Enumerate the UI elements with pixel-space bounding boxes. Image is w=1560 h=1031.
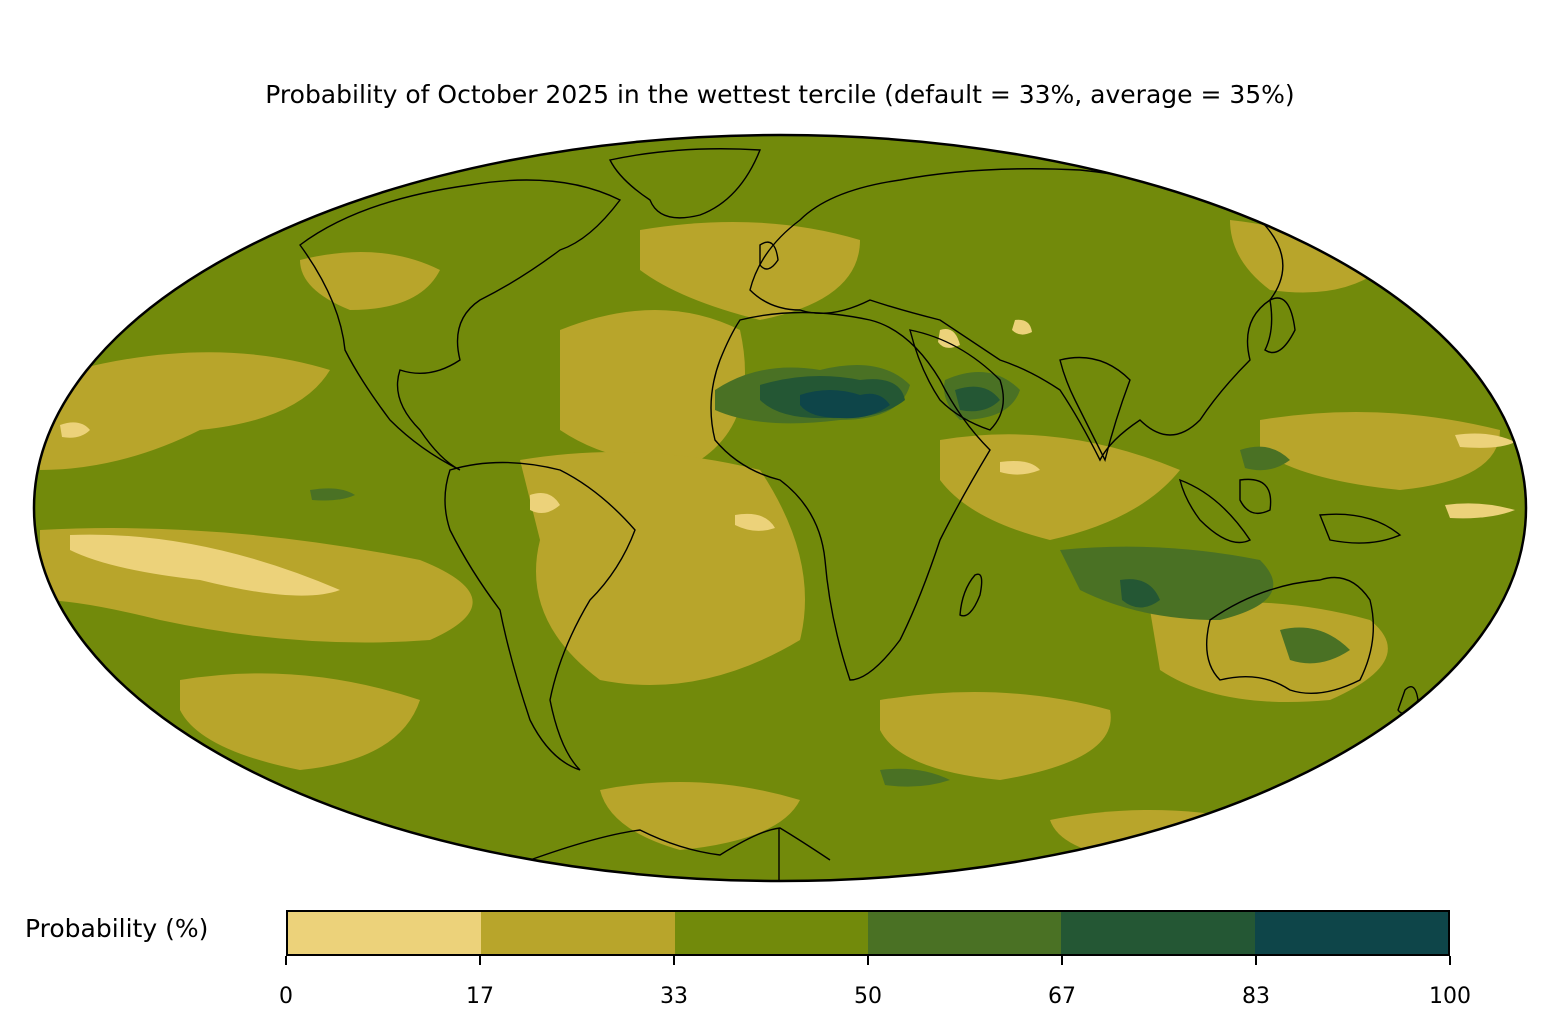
colorbar-tick-label: 100 [1429, 984, 1471, 1009]
colorbar-tick-label: 0 [279, 984, 293, 1009]
colorbar-bin-5 [1254, 912, 1448, 954]
colorbar-tick-label: 17 [466, 984, 494, 1009]
colorbar-bin-0 [288, 912, 482, 954]
chart-title: Probability of October 2025 in the wette… [265, 80, 1295, 109]
colorbar-bin-3 [867, 912, 1062, 954]
colorbar-tick-label: 50 [854, 984, 882, 1009]
colorbar [286, 910, 1450, 956]
colorbar-tick-label: 33 [660, 984, 688, 1009]
globe-outline [32, 133, 1528, 883]
colorbar-bin-4 [1061, 912, 1255, 954]
colorbar-tick-label: 83 [1242, 984, 1270, 1009]
coastlines [299, 148, 1419, 861]
colorbar-tick-label: 67 [1048, 984, 1076, 1009]
colorbar-bin-1 [481, 912, 675, 954]
colorbar-bin-2 [674, 912, 868, 954]
colorbar-label: Probability (%) [25, 914, 209, 943]
colorbar-ticks: 0 17 33 50 67 83 100 [279, 956, 1471, 1016]
probability-field [34, 135, 1526, 881]
